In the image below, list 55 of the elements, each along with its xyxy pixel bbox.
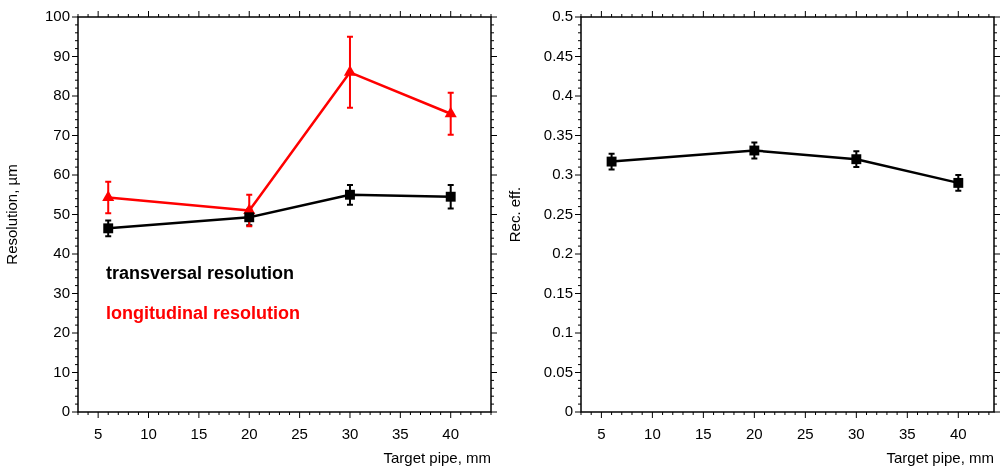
x-tick-label: 25 <box>797 425 814 443</box>
y-tick-label: 80 <box>53 86 70 104</box>
x-tick-label: 30 <box>341 425 359 443</box>
text: longitudinal resolution <box>106 302 300 323</box>
y-tick-label: 10 <box>53 362 70 380</box>
x-tick-label: 5 <box>93 425 103 443</box>
y-tick-label: 60 <box>53 165 70 183</box>
y-tick-label: 0.25 <box>543 204 573 222</box>
y-tick-label: 0 <box>564 402 573 420</box>
y-tick-label: 0.4 <box>552 86 573 104</box>
point <box>343 65 357 76</box>
point <box>851 154 862 165</box>
x-tick-label: 25 <box>291 425 308 443</box>
y-tick-label: 90 <box>53 46 70 64</box>
point <box>345 189 355 200</box>
x-tick-label: 30 <box>847 425 865 443</box>
point <box>444 106 457 118</box>
point <box>103 223 114 234</box>
y-tick-label: 0.45 <box>543 46 573 64</box>
point <box>445 191 456 202</box>
y-tick-label: 0 <box>61 402 70 420</box>
point <box>606 156 617 167</box>
y-tick-label: 0.3 <box>552 165 573 183</box>
x-tick-label: 15 <box>695 425 712 443</box>
y-tick-label: 40 <box>53 244 70 262</box>
x-tick-label: 15 <box>190 425 208 443</box>
point <box>244 212 255 223</box>
x-tick-label: 40 <box>442 425 460 443</box>
x-tick-label: 35 <box>392 425 409 443</box>
y-tick-label: 0.1 <box>552 323 573 341</box>
x-tick-label: 35 <box>898 425 916 443</box>
point <box>749 145 760 156</box>
y-tick-label: 0.2 <box>552 244 573 262</box>
x-tick-label: 10 <box>140 425 157 443</box>
x-tick-label: 10 <box>644 425 661 443</box>
x-tick-label: 20 <box>240 425 258 443</box>
y-tick-label: 0.5 <box>552 7 573 25</box>
x-tick-label: 5 <box>597 425 606 443</box>
y-axis-title: Resolution, µm <box>3 164 21 265</box>
x-axis-title: Target pipe, mm <box>383 449 491 467</box>
x-tick-label: 20 <box>746 425 763 443</box>
y-axis-title: Rec. eff. <box>506 186 524 243</box>
y-tick-label: 100 <box>44 7 70 25</box>
point <box>102 190 115 202</box>
y-tick-label: 0.35 <box>543 125 573 143</box>
y-tick-label: 50 <box>53 204 70 222</box>
y-tick-label: 0.15 <box>543 283 573 301</box>
y-tick-label: 0.05 <box>543 362 573 380</box>
x-axis-title: Target pipe, mm <box>886 449 994 467</box>
y-tick-label: 20 <box>53 323 70 341</box>
y-tick-label: 30 <box>53 283 70 301</box>
point <box>953 177 964 188</box>
y-tick-label: 70 <box>53 125 70 143</box>
x-tick-label: 40 <box>949 425 967 443</box>
series-label: transversal resolution <box>106 262 295 283</box>
